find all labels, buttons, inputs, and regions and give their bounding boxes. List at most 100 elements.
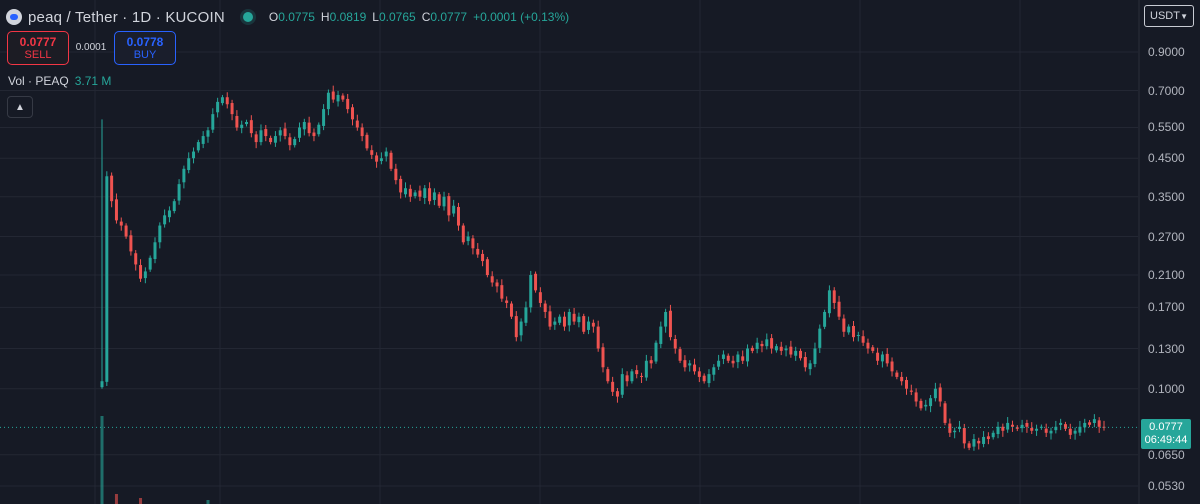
candle-body	[982, 436, 986, 444]
price-axis-label: 0.7000	[1148, 83, 1185, 98]
candle	[953, 427, 957, 439]
candle-body	[317, 124, 321, 135]
candle-body	[876, 352, 880, 361]
buy-price: 0.0778	[126, 35, 164, 49]
candle	[943, 401, 947, 426]
candle-body	[408, 188, 412, 197]
price-axis-label: 0.3500	[1148, 189, 1185, 204]
candle-body	[447, 196, 451, 216]
candle-body	[278, 130, 282, 136]
candle	[649, 356, 653, 369]
candle	[996, 421, 1000, 439]
candle	[736, 351, 740, 369]
candle-body	[1078, 426, 1082, 433]
currency-selector[interactable]: USDT ▼	[1144, 5, 1194, 27]
candle-body	[182, 168, 186, 183]
candle-body	[924, 404, 928, 407]
candle-body	[582, 316, 586, 332]
candle-body	[664, 311, 668, 327]
candle-body	[249, 120, 253, 134]
market-open-indicator-icon[interactable]	[242, 12, 253, 22]
price-axis-label: 0.9000	[1148, 45, 1185, 59]
candle-body	[1006, 422, 1010, 430]
candle	[341, 93, 345, 102]
candle	[794, 346, 798, 361]
candle	[428, 182, 432, 205]
candle	[731, 355, 735, 368]
candle	[456, 202, 460, 231]
candle	[413, 190, 417, 199]
candle	[254, 131, 258, 149]
candle-body	[283, 128, 287, 137]
candle-body	[163, 215, 167, 225]
candle	[481, 249, 485, 267]
buy-button[interactable]: 0.0778 BUY	[114, 31, 176, 65]
open-value: 0.0775	[278, 10, 315, 24]
candle	[134, 250, 138, 271]
candle	[611, 376, 615, 396]
candle-body	[110, 175, 114, 202]
candle	[948, 418, 952, 437]
volume-bar	[114, 494, 118, 504]
candle	[765, 333, 769, 350]
change-value: +0.0001 (+0.13%)	[473, 10, 570, 24]
candle-body	[967, 443, 971, 448]
candle-body	[721, 354, 725, 359]
candle-body	[606, 369, 610, 382]
candle	[514, 311, 518, 342]
candle	[1083, 418, 1087, 433]
candle-body	[755, 342, 759, 350]
candle	[972, 434, 976, 451]
candle-body	[509, 303, 513, 317]
candle-body	[216, 101, 220, 113]
candle-body	[741, 356, 745, 361]
ohlc-legend: O0.0775 H0.0819 L0.0765 C0.0777 +0.0001 …	[269, 10, 569, 24]
volume-bars	[100, 416, 210, 504]
price-axis-label: 0.4500	[1148, 151, 1185, 166]
candle	[418, 185, 422, 201]
candle	[485, 256, 489, 278]
candle-body	[1073, 430, 1077, 434]
candle	[500, 279, 504, 302]
candle	[1102, 420, 1106, 431]
candle	[587, 316, 591, 335]
sell-button[interactable]: 0.0777 SELL	[7, 31, 69, 65]
candle	[803, 352, 807, 372]
collapse-legend-button[interactable]: ▲	[7, 96, 33, 118]
candle	[182, 165, 186, 189]
candle-body	[707, 374, 711, 384]
candle	[871, 345, 875, 354]
candle-body	[379, 158, 383, 162]
candle-body	[105, 176, 109, 382]
sell-label: SELL	[24, 49, 52, 61]
candle-body	[1068, 428, 1072, 435]
candle	[562, 311, 566, 331]
candle-body	[904, 380, 908, 389]
price-axis-label: 0.1300	[1148, 341, 1185, 356]
candle	[240, 120, 244, 134]
buy-label: BUY	[133, 49, 157, 61]
candle-body	[423, 188, 427, 198]
candle-body	[611, 381, 615, 392]
price-axis-label: 0.1000	[1148, 381, 1185, 396]
candle-body	[341, 95, 345, 100]
candle-body	[572, 313, 576, 322]
candle-body	[678, 349, 682, 361]
close-value: 0.0777	[430, 10, 468, 24]
candle-body	[770, 338, 774, 349]
candle	[529, 270, 533, 313]
chart-header: peaq / Tether · 1D · KUCOIN O0.0775 H0.0…	[6, 6, 569, 28]
candle-countdown: 06:49:44	[1144, 434, 1188, 447]
candle-body	[871, 347, 875, 351]
candle-body	[245, 121, 249, 125]
candle	[1049, 427, 1053, 440]
candle	[187, 152, 191, 174]
candle-body	[548, 311, 552, 327]
candle	[933, 382, 937, 402]
symbol-title[interactable]: peaq / Tether · 1D · KUCOIN	[28, 8, 225, 26]
candle-body	[461, 225, 465, 243]
candle	[712, 364, 716, 381]
candle-body	[1044, 428, 1048, 433]
candle-body	[567, 311, 571, 326]
